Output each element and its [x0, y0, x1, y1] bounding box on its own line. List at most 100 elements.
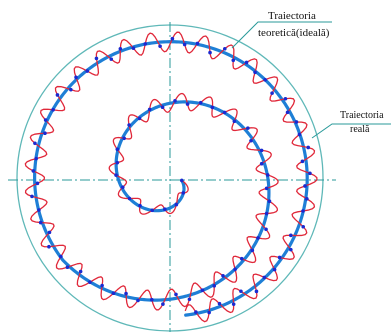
contact-point [207, 310, 211, 315]
contact-point [263, 77, 267, 82]
contact-point [78, 269, 83, 274]
contact-point [294, 120, 299, 124]
contact-point [136, 298, 140, 303]
contact-point [158, 44, 162, 48]
contact-point [264, 211, 269, 216]
contact-point [283, 96, 288, 101]
contact-point [253, 70, 257, 75]
contact-point [264, 186, 269, 191]
contact-point [221, 274, 225, 278]
contact-point [306, 145, 311, 150]
contact-point [163, 207, 167, 212]
contact-point [254, 289, 259, 294]
contact-point [232, 119, 237, 124]
contact-point [208, 50, 212, 55]
contact-point [150, 297, 154, 302]
contact-point [109, 57, 114, 61]
contact-point [285, 110, 290, 115]
contact-point [259, 148, 264, 153]
contact-point [122, 136, 126, 141]
contact-point [35, 181, 40, 186]
contact-point [194, 310, 198, 314]
contact-point [277, 255, 282, 260]
contact-point [185, 102, 190, 106]
contact-point [289, 247, 293, 252]
contact-point [305, 197, 309, 201]
contact-point [210, 105, 215, 110]
contact-point [147, 107, 152, 112]
contact-point [161, 302, 165, 306]
contact-point [182, 42, 187, 47]
contact-point [212, 284, 217, 288]
contact-point [34, 156, 38, 161]
contact-point [51, 108, 55, 112]
contact-point [120, 185, 125, 189]
contact-point [160, 105, 165, 110]
contact-point [301, 209, 305, 213]
contact-point [267, 199, 272, 204]
contact-point [127, 123, 131, 127]
contact-point [181, 191, 186, 195]
contact-point [33, 141, 37, 146]
contact-point [150, 208, 154, 213]
contact-point [187, 297, 192, 302]
contact-point [88, 280, 92, 284]
contact-point [222, 110, 227, 115]
contact-point [94, 56, 99, 61]
contact-point [59, 254, 63, 259]
contact-point [43, 118, 48, 122]
contact-point [174, 202, 179, 207]
contact-point [114, 173, 118, 177]
contact-point [127, 196, 132, 201]
contact-point [118, 46, 123, 51]
contact-point [30, 194, 34, 199]
outer-circle [16, 24, 324, 332]
contact-point [43, 131, 47, 136]
contact-point [170, 36, 175, 41]
contact-point [300, 159, 305, 164]
contact-point [265, 173, 270, 177]
contact-point [85, 69, 90, 73]
contact-point [223, 46, 227, 51]
real-trajectory [24, 31, 318, 323]
contact-point [256, 236, 260, 240]
ideal-trajectory [33, 40, 309, 317]
contact-point [303, 184, 307, 188]
contact-point [301, 224, 306, 229]
contact-point [65, 265, 70, 270]
contact-point [231, 302, 236, 306]
contact-point [270, 91, 274, 95]
contact-point [138, 203, 142, 208]
contact-point [195, 41, 200, 46]
real-label-leader [311, 123, 391, 139]
contact-point [38, 220, 43, 225]
contact-point [137, 116, 142, 121]
contact-point [55, 93, 60, 97]
contact-point [173, 99, 177, 103]
ideal-label-leader [231, 21, 332, 49]
contact-points [30, 36, 312, 315]
contact-point [262, 275, 267, 280]
contact-point [37, 208, 41, 212]
real-label-line1: Traiectoria [340, 110, 384, 121]
contact-point [47, 244, 51, 249]
contact-point [131, 46, 136, 50]
contact-point [69, 87, 73, 92]
contact-point [31, 169, 36, 173]
ideal-label-line2: teoretică(ideală) [258, 27, 330, 39]
real-label-line2: reală [350, 124, 370, 135]
contact-point [244, 60, 249, 65]
contact-point [239, 256, 244, 261]
contact-point [115, 147, 120, 152]
contact-point [200, 288, 205, 293]
contact-point [239, 289, 243, 294]
contact-point [100, 283, 104, 288]
contact-point [250, 248, 255, 253]
contact-point [259, 161, 264, 166]
contact-point [124, 291, 128, 296]
contact-point [246, 126, 250, 130]
contact-point [308, 171, 312, 176]
contact-point [297, 132, 302, 137]
contact-point [74, 75, 78, 80]
